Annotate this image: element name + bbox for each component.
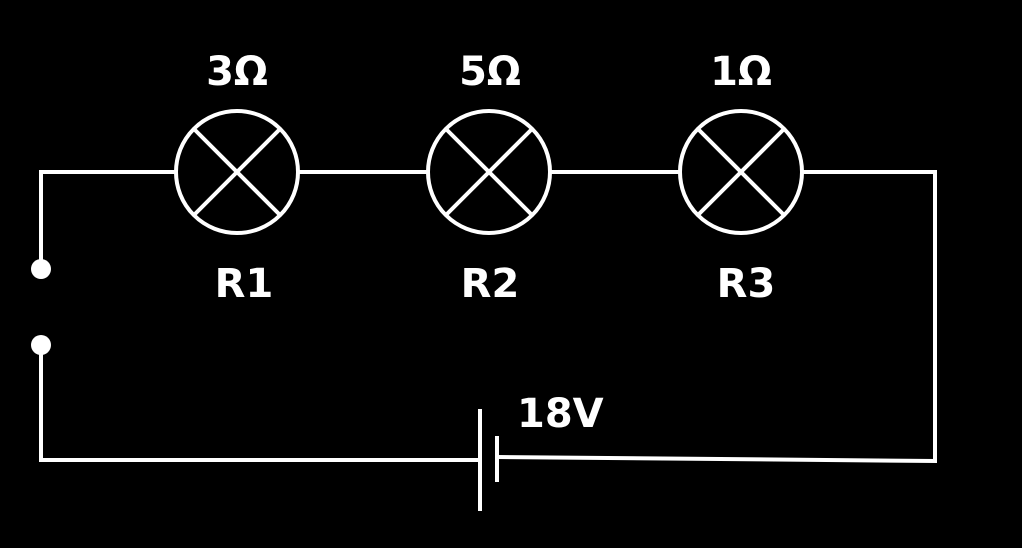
lamp-r1-value: 3Ω	[206, 49, 268, 95]
lamp-r3-cross-b	[696, 127, 786, 217]
wire-right	[496, 170, 937, 464]
wire-left-top	[39, 170, 176, 268]
circuit-wires	[39, 170, 937, 464]
battery: 18V	[478, 391, 604, 511]
lamp-r3-name: R3	[717, 261, 776, 307]
lamp-r2-cross-b	[444, 127, 534, 217]
lamp-r2-value: 5Ω	[459, 49, 521, 95]
lamp-r1-name: R1	[215, 261, 274, 307]
switch-terminal-bottom	[31, 335, 51, 355]
lamp-r2: 5Ω R2	[426, 49, 552, 307]
wire-left-bottom	[39, 346, 480, 462]
switch-terminal-top	[31, 259, 51, 279]
lamp-r3-value: 1Ω	[710, 49, 772, 95]
lamp-r1-cross-b	[192, 127, 282, 217]
lamp-r1-circle	[174, 109, 300, 235]
lamp-r3: 1Ω R3	[678, 49, 804, 307]
lamp-r2-circle	[426, 109, 552, 235]
lamp-r2-name: R2	[461, 261, 520, 307]
lamp-r1: 3Ω R1	[174, 49, 300, 307]
open-switch	[31, 259, 51, 355]
lamp-r3-circle	[678, 109, 804, 235]
battery-voltage: 18V	[517, 391, 604, 437]
